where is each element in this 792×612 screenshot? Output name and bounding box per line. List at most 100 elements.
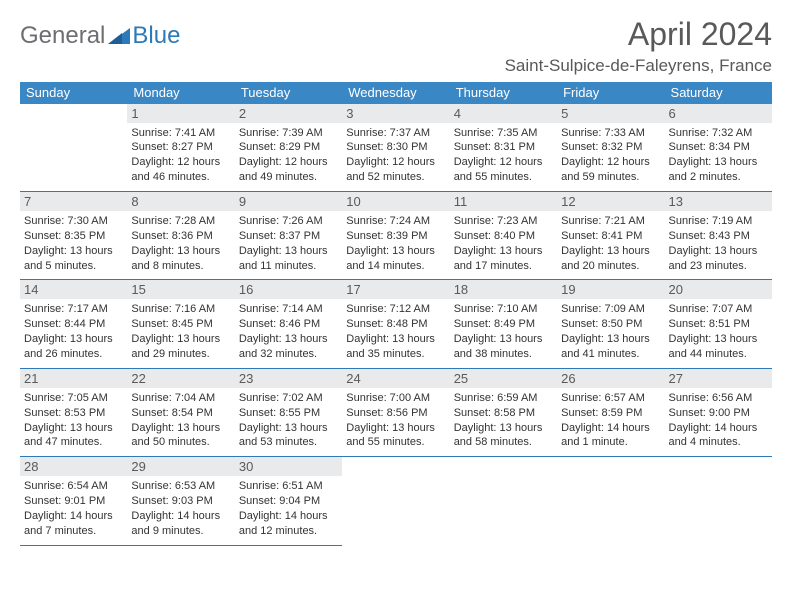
day-details: Sunrise: 7:17 AMSunset: 8:44 PMDaylight:… bbox=[24, 302, 123, 361]
title-block: April 2024 Saint-Sulpice-de-Faleyrens, F… bbox=[505, 18, 772, 76]
calendar-page: General Blue April 2024 Saint-Sulpice-de… bbox=[0, 0, 792, 612]
sunset-line: Sunset: 8:30 PM bbox=[346, 141, 427, 153]
daylight-line: Daylight: 13 hours and 53 minutes. bbox=[239, 422, 328, 449]
daylight-line: Daylight: 13 hours and 47 minutes. bbox=[24, 422, 113, 449]
day-number: 5 bbox=[557, 104, 664, 123]
calendar-day-cell: 4 Sunrise: 7:35 AMSunset: 8:31 PMDaylight… bbox=[450, 104, 557, 192]
sunset-line: Sunset: 8:48 PM bbox=[346, 318, 427, 330]
logo-text-general: General bbox=[20, 22, 105, 50]
sunset-line: Sunset: 8:40 PM bbox=[454, 230, 535, 242]
sunset-line: Sunset: 8:54 PM bbox=[131, 407, 212, 419]
calendar-day-cell: 30Sunrise: 6:51 AMSunset: 9:04 PMDayligh… bbox=[235, 457, 342, 545]
sunrise-line: Sunrise: 7:05 AM bbox=[24, 392, 108, 404]
sunset-line: Sunset: 8:45 PM bbox=[131, 318, 212, 330]
sunrise-line: Sunrise: 6:51 AM bbox=[239, 480, 323, 492]
day-number: 11 bbox=[450, 192, 557, 211]
weekday-header: Friday bbox=[557, 82, 664, 104]
day-details: Sunrise: 7:32 AMSunset: 8:34 PMDaylight:… bbox=[669, 126, 768, 185]
calendar-day-cell: 19Sunrise: 7:09 AMSunset: 8:50 PMDayligh… bbox=[557, 280, 664, 368]
sunset-line: Sunset: 8:43 PM bbox=[669, 230, 750, 242]
sunset-line: Sunset: 8:41 PM bbox=[561, 230, 642, 242]
weekday-header: Sunday bbox=[20, 82, 127, 104]
day-details: Sunrise: 7:02 AMSunset: 8:55 PMDaylight:… bbox=[239, 391, 338, 450]
day-details: Sunrise: 7:30 AMSunset: 8:35 PMDaylight:… bbox=[24, 214, 123, 273]
day-number: 10 bbox=[342, 192, 449, 211]
day-details: Sunrise: 7:09 AMSunset: 8:50 PMDaylight:… bbox=[561, 302, 660, 361]
daylight-line: Daylight: 13 hours and 55 minutes. bbox=[346, 422, 435, 449]
day-number: 17 bbox=[342, 280, 449, 299]
calendar-empty-cell bbox=[450, 457, 557, 545]
day-number: 18 bbox=[450, 280, 557, 299]
calendar-week-row: 28 Sunrise: 6:54 AMSunset: 9:01 PMDayligh… bbox=[20, 457, 772, 545]
day-details: Sunrise: 7:10 AM Sunset: 8:49 PM Daylight:… bbox=[454, 302, 553, 361]
calendar-day-cell: 11 Sunrise: 7:23 AM Sunset: 8:40 PM Dayligh… bbox=[450, 192, 557, 280]
calendar-table: Sunday Monday Tuesday Wednesday Thursday… bbox=[20, 82, 772, 546]
sunset-line: Sunset: 8:49 PM bbox=[454, 318, 535, 330]
calendar-day-cell: 29Sunrise: 6:53 AMSunset: 9:03 PMDayligh… bbox=[127, 457, 234, 545]
sunrise-line: Sunrise: 7:32 AM bbox=[669, 127, 753, 139]
day-number: 2 bbox=[235, 104, 342, 123]
daylight-line: Daylight: 14 hours and 7 minutes. bbox=[24, 510, 113, 537]
sunset-line: Sunset: 8:27 PM bbox=[131, 141, 212, 153]
day-number: 12 bbox=[557, 192, 664, 211]
daylight-line: Daylight: 13 hours and 5 minutes. bbox=[24, 245, 113, 272]
daylight-line: Daylight: 14 hours and 9 minutes. bbox=[131, 510, 220, 537]
sunrise-line: Sunrise: 7:23 AM bbox=[454, 215, 538, 227]
daylight-line: Daylight: 14 hours and 4 minutes. bbox=[669, 422, 758, 449]
calendar-day-cell: 12Sunrise: 7:21 AMSunset: 8:41 PMDayligh… bbox=[557, 192, 664, 280]
day-details: Sunrise: 7:33 AMSunset: 8:32 PMDaylight:… bbox=[561, 126, 660, 185]
day-number: 13 bbox=[665, 192, 772, 211]
calendar-week-row: 1Sunrise: 7:41 AMSunset: 8:27 PMDaylight… bbox=[20, 104, 772, 192]
day-details: Sunrise: 6:57 AMSunset: 8:59 PMDaylight:… bbox=[561, 391, 660, 450]
daylight-line: Daylight: 13 hours and 20 minutes. bbox=[561, 245, 650, 272]
sunrise-line: Sunrise: 7:10 AM bbox=[454, 303, 538, 315]
month-title: April 2024 bbox=[505, 18, 772, 52]
sunrise-line: Sunrise: 7:41 AM bbox=[131, 127, 215, 139]
day-number: 26 bbox=[557, 369, 664, 388]
day-number: 21 bbox=[20, 369, 127, 388]
day-number: 27 bbox=[665, 369, 772, 388]
day-details: Sunrise: 7:37 AMSunset: 8:30 PMDaylight:… bbox=[346, 126, 445, 185]
daylight-line: Daylight: 13 hours and 32 minutes. bbox=[239, 333, 328, 360]
day-details: Sunrise: 7:12 AMSunset: 8:48 PMDaylight:… bbox=[346, 302, 445, 361]
day-number: 28 bbox=[20, 457, 127, 476]
calendar-day-cell: 22Sunrise: 7:04 AMSunset: 8:54 PMDayligh… bbox=[127, 368, 234, 456]
day-details: Sunrise: 7:35 AMSunset: 8:31 PMDaylight:… bbox=[454, 126, 553, 185]
daylight-line: Daylight: 12 hours and 46 minutes. bbox=[131, 156, 220, 183]
sunset-line: Sunset: 8:29 PM bbox=[239, 141, 320, 153]
logo-triangle-icon bbox=[108, 26, 130, 46]
calendar-day-cell: 20Sunrise: 7:07 AMSunset: 8:51 PMDayligh… bbox=[665, 280, 772, 368]
calendar-day-cell: 23Sunrise: 7:02 AMSunset: 8:55 PMDayligh… bbox=[235, 368, 342, 456]
sunrise-line: Sunrise: 7:39 AM bbox=[239, 127, 323, 139]
sunrise-line: Sunrise: 7:14 AM bbox=[239, 303, 323, 315]
day-number: 8 bbox=[127, 192, 234, 211]
day-number: 30 bbox=[235, 457, 342, 476]
day-number: 6 bbox=[665, 104, 772, 123]
daylight-line: Daylight: 13 hours and 58 minutes. bbox=[454, 422, 543, 449]
sunset-line: Sunset: 8:59 PM bbox=[561, 407, 642, 419]
day-details: Sunrise: 7:26 AMSunset: 8:37 PMDaylight:… bbox=[239, 214, 338, 273]
day-number: 4 bbox=[450, 104, 557, 123]
day-details: Sunrise: 6:54 AMSunset: 9:01 PMDaylight:… bbox=[24, 479, 123, 538]
day-details: Sunrise: 7:07 AMSunset: 8:51 PMDaylight:… bbox=[669, 302, 768, 361]
daylight-line: Daylight: 13 hours and 2 minutes. bbox=[669, 156, 758, 183]
calendar-day-cell: 17Sunrise: 7:12 AMSunset: 8:48 PMDayligh… bbox=[342, 280, 449, 368]
sunrise-line: Sunrise: 7:35 AM bbox=[454, 127, 538, 139]
daylight-line: Daylight: 13 hours and 17 minutes. bbox=[454, 245, 543, 272]
calendar-day-cell: 6 Sunrise: 7:32 AMSunset: 8:34 PMDaylight… bbox=[665, 104, 772, 192]
sunset-line: Sunset: 8:35 PM bbox=[24, 230, 105, 242]
calendar-day-cell: 7Sunrise: 7:30 AMSunset: 8:35 PMDaylight… bbox=[20, 192, 127, 280]
sunset-line: Sunset: 8:32 PM bbox=[561, 141, 642, 153]
sunrise-line: Sunrise: 7:12 AM bbox=[346, 303, 430, 315]
sunset-line: Sunset: 8:46 PM bbox=[239, 318, 320, 330]
calendar-empty-cell bbox=[665, 457, 772, 545]
weekday-header: Wednesday bbox=[342, 82, 449, 104]
day-details: Sunrise: 7:19 AMSunset: 8:43 PMDaylight:… bbox=[669, 214, 768, 273]
weekday-header-row: Sunday Monday Tuesday Wednesday Thursday… bbox=[20, 82, 772, 104]
sunset-line: Sunset: 8:39 PM bbox=[346, 230, 427, 242]
daylight-line: Daylight: 13 hours and 38 minutes. bbox=[454, 333, 543, 360]
calendar-day-cell: 10Sunrise: 7:24 AMSunset: 8:39 PMDayligh… bbox=[342, 192, 449, 280]
day-details: Sunrise: 7:41 AM Sunset: 8:27 PM Daylight:… bbox=[131, 126, 230, 185]
calendar-day-cell: 13 Sunrise: 7:19 AMSunset: 8:43 PMDayligh… bbox=[665, 192, 772, 280]
sunrise-line: Sunrise: 6:59 AM bbox=[454, 392, 538, 404]
